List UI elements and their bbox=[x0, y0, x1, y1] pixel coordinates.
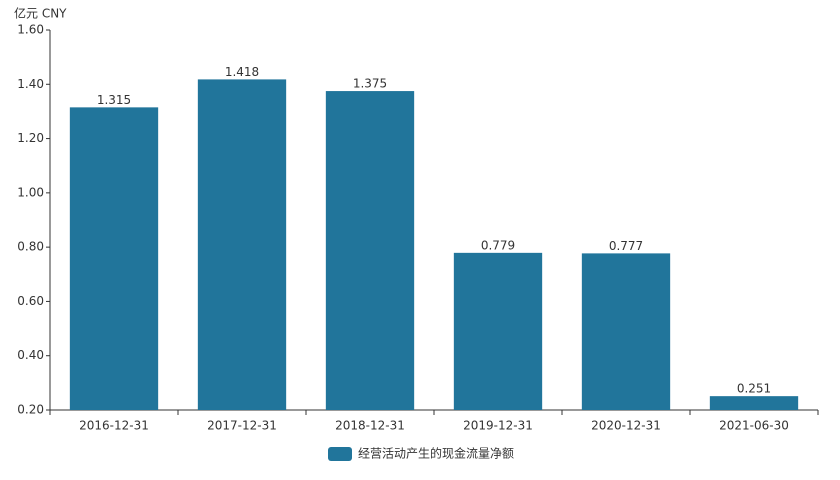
data-label: 1.315 bbox=[97, 93, 131, 107]
x-tick-label: 2019-12-31 bbox=[463, 419, 533, 433]
unit-label: 亿元 CNY bbox=[14, 6, 67, 21]
bar bbox=[709, 396, 799, 410]
data-label: 0.779 bbox=[481, 238, 515, 252]
legend-swatch bbox=[328, 447, 352, 461]
y-tick-label: 0.20 bbox=[17, 403, 44, 417]
data-label: 0.777 bbox=[609, 239, 643, 253]
legend-label: 经营活动产生的现金流量净额 bbox=[358, 446, 514, 461]
x-tick-label: 2016-12-31 bbox=[79, 419, 149, 433]
data-label: 1.375 bbox=[353, 77, 387, 91]
x-tick-label: 2017-12-31 bbox=[207, 419, 277, 433]
data-label: 0.251 bbox=[737, 382, 771, 396]
y-tick-label: 0.60 bbox=[17, 294, 44, 308]
y-tick-label: 1.00 bbox=[17, 185, 44, 199]
y-tick-label: 1.60 bbox=[17, 23, 44, 37]
bar bbox=[581, 253, 671, 410]
y-tick-label: 1.20 bbox=[17, 131, 44, 145]
x-tick-label: 2018-12-31 bbox=[335, 419, 405, 433]
bar bbox=[197, 79, 287, 411]
bar bbox=[69, 107, 159, 410]
y-tick-label: 0.80 bbox=[17, 240, 44, 254]
bar bbox=[453, 252, 543, 410]
y-tick-label: 1.40 bbox=[17, 77, 44, 91]
y-tick-label: 0.40 bbox=[17, 348, 44, 362]
bar bbox=[325, 91, 415, 411]
x-tick-label: 2021-06-30 bbox=[719, 419, 789, 433]
data-label: 1.418 bbox=[225, 65, 259, 79]
x-tick-label: 2020-12-31 bbox=[591, 419, 661, 433]
